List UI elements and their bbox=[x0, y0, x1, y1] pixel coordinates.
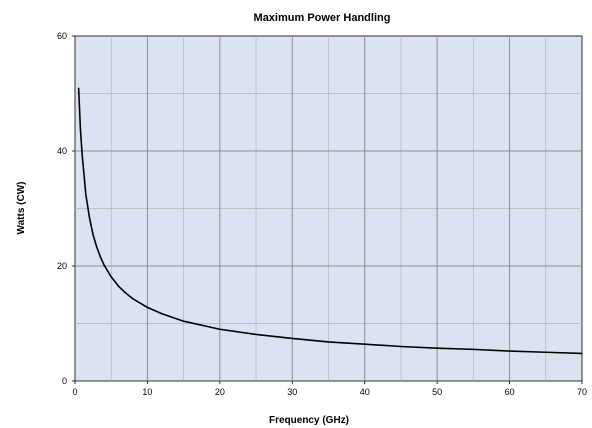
series-line-0 bbox=[77, 87, 583, 355]
y-tick-label: 0 bbox=[62, 376, 67, 386]
x-tick-label: 0 bbox=[72, 387, 77, 397]
major-grid bbox=[75, 36, 582, 381]
x-tick-label: 10 bbox=[142, 387, 152, 397]
y-axis-label: Watts (CW) bbox=[16, 182, 27, 235]
chart-title: Maximum Power Handling bbox=[254, 12, 391, 24]
series-layer bbox=[77, 87, 583, 355]
x-tick-label: 30 bbox=[287, 387, 297, 397]
x-tick-label: 50 bbox=[432, 387, 442, 397]
y-tick-label: 40 bbox=[57, 146, 67, 156]
x-axis-ticks: 0 10 20 30 40 50 60 70 bbox=[72, 381, 587, 397]
x-tick-label: 60 bbox=[505, 387, 515, 397]
y-tick-label: 20 bbox=[57, 261, 67, 271]
x-tick-label: 70 bbox=[577, 387, 587, 397]
x-tick-label: 40 bbox=[360, 387, 370, 397]
x-tick-label: 20 bbox=[215, 387, 225, 397]
y-tick-label: 60 bbox=[57, 31, 67, 41]
minor-grid bbox=[75, 36, 582, 381]
x-axis-label: Frequency (GHz) bbox=[269, 415, 349, 426]
y-axis-ticks: 0 20 40 60 bbox=[57, 31, 75, 386]
